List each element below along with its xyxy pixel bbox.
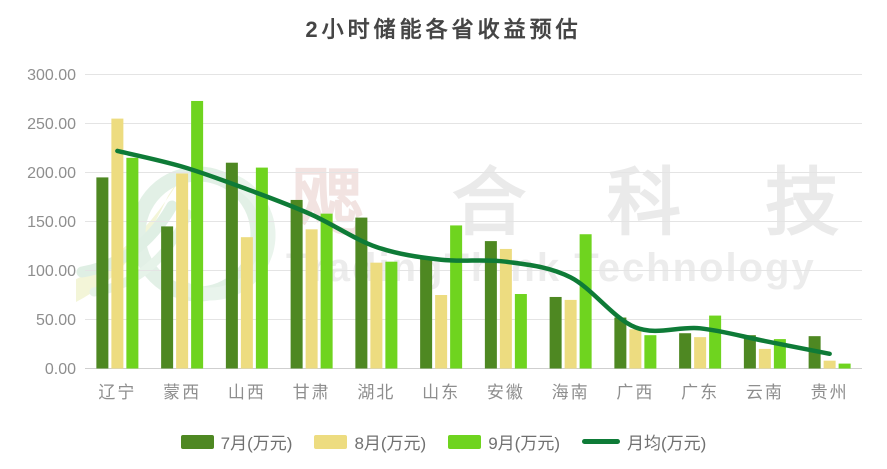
bar-aug-9[interactable] [694, 337, 707, 369]
legend-item-aug[interactable]: 8月(万元) [314, 429, 426, 454]
legend-item-avg[interactable]: 月均(万元) [582, 429, 706, 454]
y-tick-label: 150.00 [27, 214, 76, 231]
legend-item-sep[interactable]: 9月(万元) [448, 429, 560, 454]
x-axis-label: 山东 [422, 383, 460, 402]
bar-aug-8[interactable] [629, 329, 642, 369]
bar-aug-11[interactable] [823, 360, 836, 369]
bar-aug-3[interactable] [305, 229, 318, 369]
bar-aug-10[interactable] [758, 348, 771, 369]
x-axis-label: 山西 [228, 383, 266, 402]
y-tick-label: 200.00 [27, 165, 76, 182]
legend-label-jul: 7月(万元) [220, 434, 293, 453]
x-axis-label: 甘肃 [293, 383, 331, 402]
bar-aug-4[interactable] [370, 262, 383, 369]
x-axis-label: 湖北 [357, 383, 395, 402]
x-axis-label: 广西 [616, 383, 654, 402]
bar-sep-5[interactable] [450, 225, 463, 369]
legend-label-sep: 9月(万元) [488, 434, 560, 453]
bar-sep-11[interactable] [838, 363, 851, 369]
y-tick-label: 250.00 [27, 116, 76, 133]
bar-jul-4[interactable] [355, 217, 368, 369]
bar-aug-5[interactable] [435, 295, 448, 369]
bar-jul-10[interactable] [743, 335, 756, 369]
bar-sep-4[interactable] [385, 261, 398, 369]
legend-swatch-jul [180, 434, 214, 449]
bar-aug-7[interactable] [564, 299, 577, 369]
bar-aug-2[interactable] [240, 237, 253, 369]
bar-aug-1[interactable] [176, 173, 189, 369]
bar-sep-3[interactable] [320, 213, 333, 369]
y-tick-label: 0.00 [45, 361, 76, 378]
bar-sep-2[interactable] [255, 167, 268, 369]
y-tick-label: 50.00 [36, 312, 76, 329]
x-axis-label: 贵州 [811, 383, 849, 402]
bar-sep-0[interactable] [126, 157, 139, 369]
x-axis-label: 广东 [681, 383, 719, 402]
avg-line[interactable] [115, 148, 832, 357]
bar-jul-2[interactable] [225, 162, 238, 369]
bar-sep-6[interactable] [514, 294, 527, 369]
bar-aug-6[interactable] [499, 248, 512, 369]
bar-jul-7[interactable] [549, 296, 562, 369]
legend-label-aug: 8月(万元) [354, 434, 427, 453]
y-tick-label: 300.00 [27, 67, 76, 84]
x-axis-label: 海南 [552, 383, 590, 402]
legend: 7月(万元) 8月(万元) 9月(万元) 月均(万元) [0, 429, 887, 454]
bar-jul-0[interactable] [96, 177, 109, 369]
bar-sep-9[interactable] [709, 315, 722, 369]
x-axis-label: 安徽 [487, 383, 525, 402]
bar-sep-8[interactable] [644, 335, 657, 369]
chart-title: 2小时储能各省收益预估 [305, 17, 582, 42]
y-tick-label: 100.00 [27, 263, 76, 280]
x-axis-label: 蒙西 [163, 383, 201, 402]
bar-jul-8[interactable] [614, 317, 627, 369]
legend-swatch-aug [314, 434, 348, 449]
legend-swatch-sep [448, 434, 482, 449]
bar-sep-7[interactable] [579, 234, 592, 369]
bar-sep-1[interactable] [191, 100, 204, 369]
bar-jul-5[interactable] [420, 257, 433, 369]
bar-aug-0[interactable] [111, 118, 124, 369]
bar-jul-6[interactable] [484, 241, 497, 369]
bar-jul-3[interactable] [290, 199, 303, 369]
bar-jul-1[interactable] [161, 226, 174, 369]
x-axis-label: 辽宁 [98, 383, 136, 402]
legend-item-jul[interactable]: 7月(万元) [180, 429, 293, 454]
x-axis-label: 云南 [746, 383, 784, 402]
legend-line-marker-avg [582, 439, 620, 444]
legend-label-avg: 月均(万元) [627, 434, 707, 453]
bar-jul-9[interactable] [679, 333, 692, 369]
